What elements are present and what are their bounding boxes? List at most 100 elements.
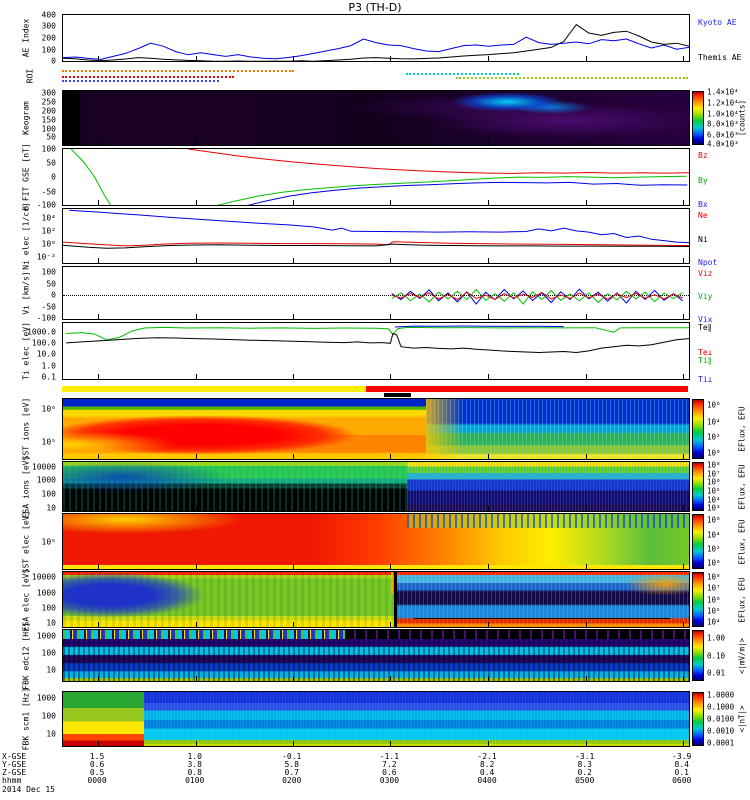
keogram-colorbar-ticks: 1.4×10⁴ 1.2×10⁴ 1.0×10⁴ 8.0×10³ 6.0×10³ 4.0×1… [707,88,740,149]
esa-elec-colorbar [692,572,704,627]
sst-ions-colorbar-unit: EFlux, EFU [737,406,747,452]
survey-mode-segment [62,386,366,392]
time-tick [98,676,100,681]
axis-value: -3.9 [672,752,692,761]
colorbar-tick-label: 10³ [707,503,721,513]
ni-plot-area [62,208,690,264]
panel-sst-ions: SST ions [eV] 10⁶ 10⁵ 10⁶ 10⁴ 10² 10⁰ EFlux,… [0,398,750,461]
esa-elec-colorbar-unit: EFlux, EFU [737,576,747,623]
series-Kyoto AE [63,36,689,60]
time-tick [488,564,490,569]
time-tick [292,140,294,145]
axis-value: 0.2 [577,768,592,777]
y-tick-label: 10⁴ [41,213,56,223]
colorbar-tick-label: 10⁰ [707,558,721,568]
fbk-edc12-yticks: 1000 100 10 [0,629,58,682]
time-tick [488,314,490,319]
series-Vix [391,288,684,305]
y-tick-label: 10⁵ [41,537,56,546]
time-tick [585,314,587,319]
fbk-edc12-plot-area [62,629,690,682]
y-tick-label: 300 [41,21,56,31]
time-tick [195,140,197,145]
series-Bz [188,149,689,174]
time-tick [682,56,684,61]
time-tick [292,676,294,681]
ae-plot-area [62,14,690,62]
time-tick [585,56,587,61]
legend-label: Viy [698,291,713,301]
fbk-edc12-top-band-right [344,630,689,640]
time-tick [682,741,684,746]
time-tick [585,676,587,681]
ni-lines [63,209,689,249]
y-tick-label: 10 [46,729,56,739]
colorbar-tick-label: 10² [707,544,721,554]
time-tick [195,314,197,319]
y-tick-label: 1000 [36,693,56,703]
time-tick [195,676,197,681]
legend-label: Vix [698,314,713,324]
time-tick [682,676,684,681]
time-tick [195,741,197,746]
y-tick-label: 0 [51,290,56,300]
esa-elec-yticks: 10000 1000 100 10 [0,571,58,628]
keogram-colorbar-unit: [counts] [737,99,747,137]
axis-value: 0100 [185,776,205,785]
roi-interval-line [62,76,235,78]
time-tick [390,140,392,145]
axis-value: 0.4 [479,768,495,777]
ae-legend: Kyoto AE Themis AE [694,14,750,63]
y-tick-label: 10 [46,503,56,513]
time-tick [98,454,100,459]
time-tick [292,741,294,746]
axis-value: 8.3 [577,760,592,769]
axis-value: 0.7 [284,768,299,777]
colorbar-tick-label: 1.2×10⁴ [707,98,739,108]
y-tick-label: 10⁻² [36,252,56,262]
time-tick [390,622,392,627]
bfit-time-ticks [63,200,689,205]
time-tick [585,741,587,746]
y-tick-label: 0 [51,56,56,66]
time-tick [195,622,197,627]
sst-ions-colorbar [692,399,704,459]
axis-value: 0.5 [89,768,105,777]
time-tick [488,200,490,205]
time-tick [390,506,392,511]
y-tick-label: 100 [41,648,56,658]
legend-label: Ti⊥ [698,375,713,385]
time-tick [195,200,197,205]
ni-time-ticks [63,258,689,263]
colorbar-tick-label: 10⁴ [707,417,721,427]
time-tick [292,564,294,569]
series-Ni [63,243,689,249]
fbk-scm1-time-ticks [63,741,689,746]
ae-yticks: 400 300 200 100 0 [0,10,58,65]
keogram-spectrogram [63,91,689,145]
time-tick [390,454,392,459]
time-tick [390,676,392,681]
time-tick [292,56,294,61]
y-tick-label: 1000 [36,588,56,598]
roi-interval-line [406,73,519,75]
time-tick [98,200,100,205]
colorbar-tick-label: 10⁴ [707,617,721,627]
y-tick-label: 10.0 [36,349,56,359]
axis-value: 0.8 [187,768,202,777]
axis-value: -0.1 [282,752,302,761]
time-tick [682,314,684,319]
time-tick [488,622,490,627]
esa-ions-time-ticks [63,506,689,511]
time-tick [585,140,587,145]
colorbar-tick-label: 10⁶ [707,477,721,487]
bottom-axis: 2014 Dec 15 X-GSE 1.5 1.0 -0.1 -1.1 -2.1 -3.1 -… [0,752,750,798]
legend-label: Ti∥ [698,355,712,365]
panel-ae-index: AE Index 400 300 200 100 0 Kyoto AE Themis AE [0,10,750,65]
colorbar-tick-label: 10⁸ [707,460,721,470]
burst-interval-tick [384,393,412,397]
colorbar-tick-label: 10⁴ [707,530,721,540]
fbk-scm1-plot-area [62,691,690,747]
fbk-edc12-time-ticks [63,676,689,681]
